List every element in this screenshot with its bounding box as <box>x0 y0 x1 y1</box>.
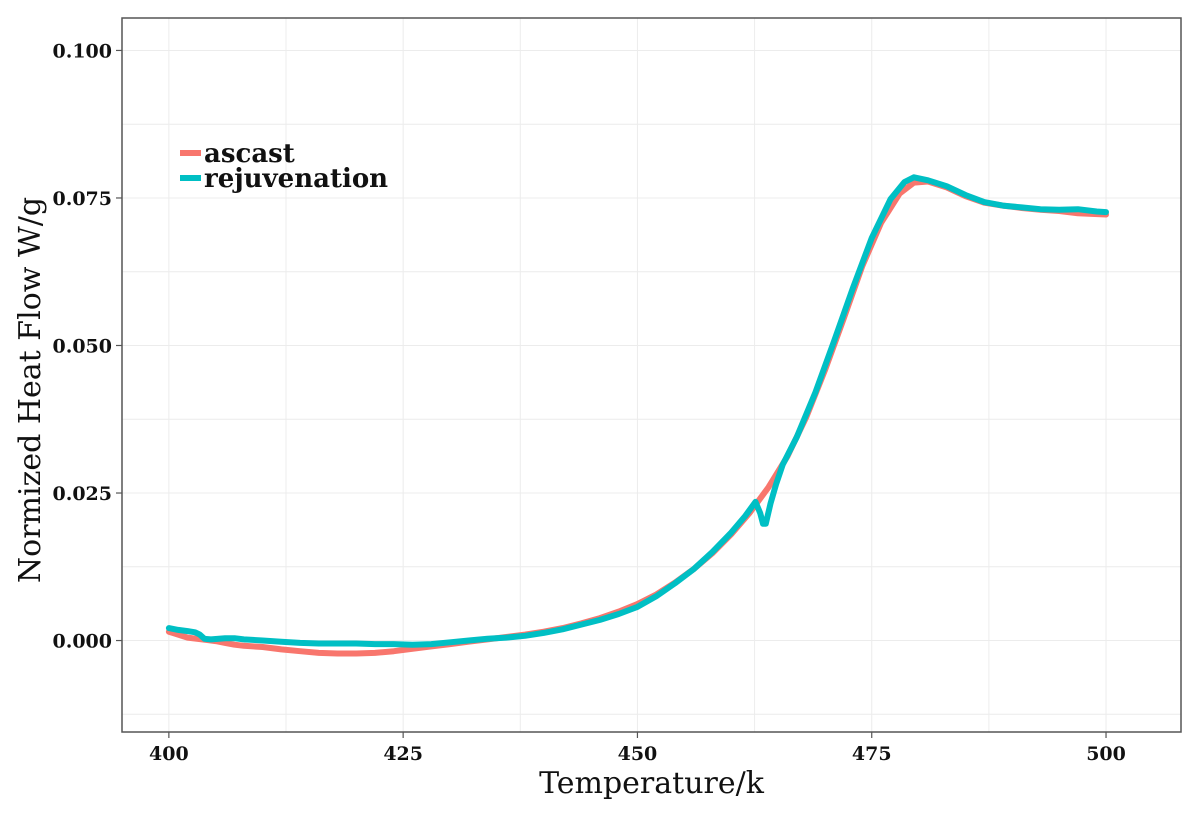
x-tick-label: 400 <box>149 743 189 765</box>
y-axis-title: Normized Heat Flow W/g <box>13 197 48 583</box>
x-tick-label: 500 <box>1086 743 1126 765</box>
y-tick-label: 0.075 <box>53 188 113 210</box>
x-tick-label: 475 <box>852 743 892 765</box>
x-tick-label: 450 <box>618 743 658 765</box>
y-tick-label: 0.100 <box>53 40 113 62</box>
y-tick-label: 0.025 <box>53 483 113 505</box>
x-axis-title: Temperature/k <box>539 766 765 801</box>
series-line-rejuvenation <box>165 174 1109 648</box>
grid <box>122 18 1181 732</box>
y-axis: 0.000 0.025 0.050 0.075 0.100 <box>53 40 122 653</box>
x-axis: 400 425 450 475 500 <box>149 732 1126 765</box>
legend-label-ascast: ascast <box>204 139 295 169</box>
x-tick-label: 425 <box>383 743 423 765</box>
series-lines <box>165 174 1109 657</box>
plot-frame <box>121 17 1182 733</box>
y-tick-label: 0.000 <box>53 631 113 653</box>
y-tick-label: 0.050 <box>53 335 113 357</box>
legend-label-rejuvenation: rejuvenation <box>204 164 388 194</box>
